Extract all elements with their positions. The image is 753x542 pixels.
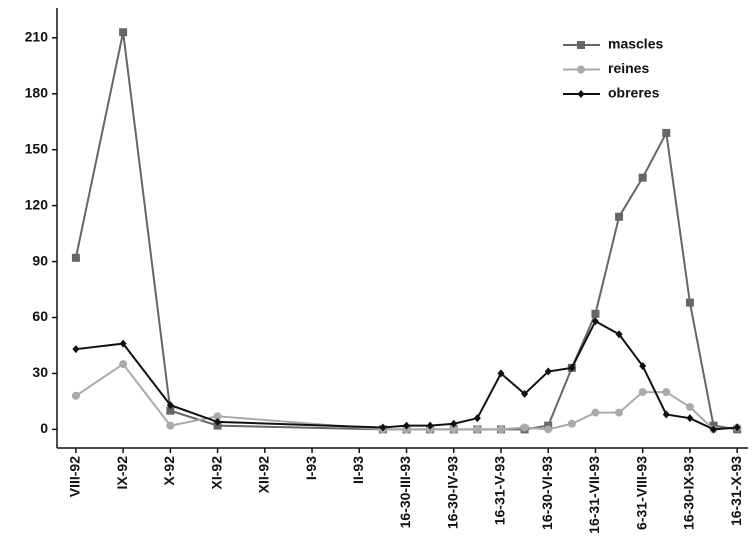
y-tick-label: 210 — [25, 29, 49, 45]
y-tick-label: 120 — [25, 196, 49, 212]
data-point — [639, 361, 647, 370]
data-point — [615, 330, 623, 339]
x-tick-label: 16-30-IV-93 — [444, 456, 460, 529]
legend-marker — [577, 65, 585, 74]
x-tick-label: XI-92 — [208, 456, 224, 490]
data-point — [662, 410, 670, 419]
data-point — [497, 369, 505, 378]
data-point — [426, 421, 434, 430]
legend-label: obreres — [608, 85, 660, 101]
x-tick-label: 16-30-III-93 — [397, 456, 413, 529]
series-line — [75, 362, 738, 431]
series-line — [75, 319, 738, 431]
data-point — [520, 423, 529, 432]
legend-label: reines — [608, 60, 649, 76]
y-tick-label: 90 — [32, 252, 48, 268]
y-tick-label: 30 — [32, 364, 48, 380]
x-tick-label: VIII-92 — [67, 456, 83, 497]
data-point — [166, 406, 175, 415]
data-point — [733, 423, 741, 432]
data-point — [638, 173, 647, 182]
legend-marker — [577, 90, 585, 98]
data-point — [567, 419, 576, 428]
data-point — [213, 412, 222, 421]
y-tick-label: 60 — [32, 308, 48, 324]
x-tick-label: 6-31-VIII-93 — [633, 456, 649, 530]
data-point — [544, 425, 553, 434]
data-point — [473, 425, 482, 434]
x-tick-label: XII-92 — [256, 456, 272, 494]
data-point — [591, 309, 600, 318]
data-point — [119, 339, 127, 348]
data-point — [591, 408, 600, 417]
legend-marker — [577, 41, 585, 49]
data-point — [615, 212, 624, 221]
data-point — [403, 421, 411, 430]
data-point — [214, 417, 222, 426]
data-point — [662, 388, 671, 397]
data-point — [72, 345, 80, 354]
data-point — [638, 388, 647, 397]
data-point — [496, 425, 505, 434]
x-tick-label: 16-31-V-93 — [492, 456, 508, 525]
x-tick-label: IX-92 — [114, 456, 130, 490]
data-point — [166, 421, 175, 430]
data-point — [521, 389, 529, 398]
x-tick-label: I-93 — [303, 456, 319, 480]
x-tick-label: X-92 — [161, 456, 177, 486]
data-point — [544, 367, 552, 376]
data-point — [379, 423, 387, 432]
data-point — [166, 401, 174, 410]
data-point — [686, 414, 694, 423]
y-tick-label: 180 — [25, 84, 49, 100]
data-point — [568, 363, 576, 372]
data-point — [591, 317, 599, 326]
data-point — [71, 253, 80, 262]
data-point — [71, 391, 80, 400]
x-tick-label: 16-31-VII-93 — [586, 456, 602, 534]
data-point — [119, 360, 128, 369]
x-tick-label: II-93 — [350, 456, 366, 484]
data-point — [119, 28, 128, 37]
data-point — [615, 408, 624, 417]
x-tick-label: 16-30-IX-93 — [681, 456, 697, 530]
x-tick-label: 16-31-X-93 — [728, 456, 744, 526]
data-point — [685, 298, 694, 307]
legend-label: mascles — [608, 36, 663, 52]
data-point — [449, 425, 458, 434]
data-point — [685, 402, 694, 411]
data-point — [473, 414, 481, 423]
y-tick-label: 0 — [40, 420, 48, 436]
x-tick-label: 16-30-VI-93 — [539, 456, 555, 530]
data-point — [662, 128, 671, 137]
y-tick-label: 150 — [25, 140, 49, 156]
data-point — [710, 425, 718, 434]
data-point — [450, 419, 458, 428]
